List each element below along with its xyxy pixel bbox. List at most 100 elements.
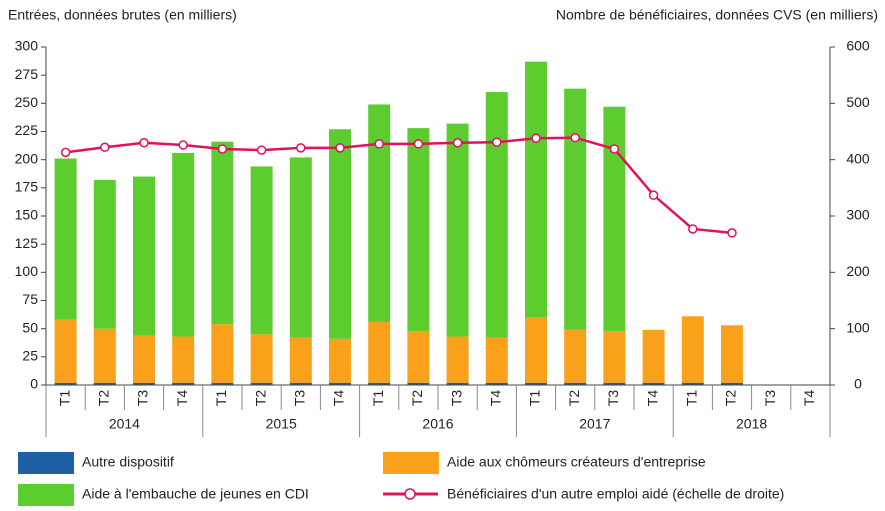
line-point (139, 138, 149, 148)
y-tick-label: 125 (15, 235, 39, 251)
bar-segment (485, 337, 508, 383)
bar-segment (329, 129, 351, 339)
y-tick-label: 75 (22, 291, 38, 307)
bar-segment (485, 382, 508, 385)
x-tick-label: T1 (370, 390, 386, 407)
bar-segment (603, 106, 626, 331)
y2-tick-label: 600 (846, 38, 870, 54)
bar-segment (368, 382, 391, 385)
bar-segment (93, 179, 116, 329)
bar-segment (250, 166, 273, 335)
line-point (570, 132, 580, 143)
x-group-label: 2016 (422, 416, 453, 432)
x-tick-label: T2 (252, 390, 268, 407)
bar-segment (681, 382, 704, 385)
y-tick-label: 0 (30, 376, 38, 392)
line-point (648, 190, 659, 200)
line-point (452, 138, 463, 148)
line-point (217, 144, 228, 154)
line-point (100, 142, 110, 153)
x-tick-label: T3 (448, 390, 464, 407)
x-group-label: 2015 (266, 416, 297, 432)
bar-segment (368, 321, 391, 383)
y2-tick-label: 300 (846, 207, 870, 223)
bar-segment (172, 152, 195, 337)
line (65, 136, 733, 235)
bar-segment (133, 176, 155, 336)
legend-label: Aide à l'embauche de jeunes en CDI (82, 486, 309, 502)
bar-segment (289, 157, 312, 338)
bar-segment (133, 382, 155, 385)
bar-segment (564, 329, 587, 383)
bar-segment (329, 382, 351, 385)
bar-segment (407, 382, 430, 385)
y-tick-label: 150 (15, 207, 39, 223)
bar-segment (211, 141, 234, 325)
bar-segment (721, 325, 743, 383)
bar-segment (525, 382, 547, 385)
x-tick-label: T2 (566, 390, 582, 407)
y-tick-label: 300 (15, 38, 39, 54)
bar-segment (93, 382, 116, 385)
y-tick-label: 175 (15, 179, 39, 195)
legend-label: Aide aux chômeurs créateurs d'entreprise (447, 454, 706, 470)
bar-segment (525, 317, 547, 383)
bar-segment (289, 382, 312, 385)
legend-swatch (18, 484, 74, 506)
line-point (531, 133, 541, 144)
x-tick-label: T1 (684, 390, 700, 407)
line-point (60, 147, 71, 158)
legend-swatch (18, 452, 74, 474)
x-tick-label: T3 (292, 390, 308, 407)
y-axis-label: Entrées, données brutes (en milliers) (8, 7, 237, 23)
bar-segment (211, 382, 234, 385)
x-tick-label: T2 (409, 390, 425, 407)
bar-segment (172, 382, 195, 385)
bar-segment (642, 329, 665, 383)
y-tick-label: 50 (22, 319, 38, 335)
x-tick-label: T4 (644, 390, 660, 407)
y-tick-label: 225 (15, 122, 39, 138)
y-tick-label: 25 (22, 348, 38, 364)
line-point (727, 228, 737, 238)
line-point (609, 144, 620, 154)
bar-segment (564, 88, 587, 330)
line-point (374, 139, 384, 149)
bar-segment (93, 328, 116, 383)
y2-tick-label: 0 (854, 376, 862, 392)
y-tick-label: 250 (15, 94, 39, 110)
legend-label: Autre dispositif (82, 454, 174, 470)
bar-segment (564, 382, 587, 385)
bar-segment (446, 382, 469, 385)
x-tick-label: T1 (213, 390, 229, 407)
bar-segment (407, 330, 430, 383)
y2-tick-label: 100 (846, 319, 870, 335)
bar-segment (485, 92, 508, 338)
x-group-label: 2018 (736, 416, 767, 432)
y2-tick-label: 400 (846, 150, 870, 166)
bar-segment (603, 330, 626, 383)
bar-segment (329, 338, 351, 383)
bar-segment (603, 382, 626, 385)
x-group-label: 2017 (579, 416, 610, 432)
legend-marker (404, 488, 416, 500)
x-tick-label: T4 (801, 390, 817, 407)
x-tick-label: T2 (723, 390, 739, 407)
legend-label: Bénéficiaires d'un autre emploi aidé (éc… (447, 486, 784, 502)
line-point (688, 224, 698, 234)
x-tick-label: T4 (174, 390, 190, 407)
x-tick-label: T1 (56, 390, 72, 407)
bar-segment (211, 324, 234, 383)
bar-segment (54, 319, 77, 383)
bar-segment (407, 128, 430, 331)
bar-segment (250, 382, 273, 385)
x-tick-label: T3 (605, 390, 621, 407)
bar-segment (525, 61, 547, 318)
bar-segment (721, 382, 743, 385)
bar-segment (681, 316, 704, 383)
line-point (256, 145, 267, 155)
bar-segment (172, 336, 195, 383)
bar-segment (642, 382, 665, 385)
x-tick-label: T4 (331, 390, 347, 407)
